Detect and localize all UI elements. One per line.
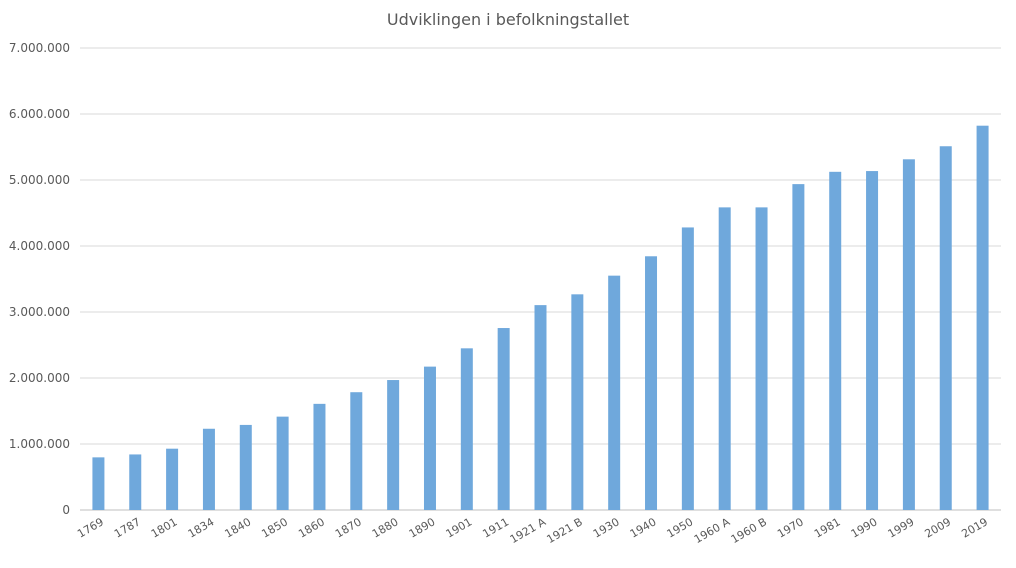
x-tick-label: 1921 A [508, 515, 549, 546]
x-tick-label: 1801 [149, 515, 180, 540]
x-tick-label: 1960 A [692, 515, 733, 546]
bar [681, 227, 694, 510]
bar [792, 184, 805, 510]
x-tick-label: 2009 [922, 515, 953, 540]
chart-title: Udviklingen i befolkningstallet [386, 10, 630, 29]
y-tick-label: 6.000.000 [9, 107, 70, 121]
x-tick-label: 1981 [812, 515, 843, 540]
x-tick-label: 1921 B [545, 515, 585, 546]
x-tick-label: 1950 [665, 515, 696, 540]
bar [276, 416, 289, 510]
bar [755, 207, 768, 510]
bar [423, 366, 436, 510]
x-tick-label: 2019 [959, 515, 990, 540]
bar [129, 454, 142, 510]
x-tick-label: 1870 [333, 515, 364, 540]
bar [534, 305, 547, 510]
y-tick-label: 0 [62, 503, 70, 517]
x-tick-label: 1840 [223, 515, 254, 540]
y-tick-label: 5.000.000 [9, 173, 70, 187]
x-tick-label: 1850 [259, 515, 290, 540]
bar [645, 256, 658, 510]
bar [387, 380, 400, 510]
bar [92, 457, 105, 510]
x-tick-label: 1911 [480, 515, 511, 540]
x-tick-label: 1930 [591, 515, 622, 540]
bar [313, 403, 326, 510]
x-tick-label: 1880 [370, 515, 401, 540]
y-tick-label: 2.000.000 [9, 371, 70, 385]
x-tick-label: 1970 [775, 515, 806, 540]
bar [866, 171, 879, 511]
bar [976, 125, 989, 511]
bar [571, 294, 584, 510]
y-axis-tick-labels: 0 1.000.000 2.000.000 3.000.000 4.000.000 5.0… [9, 41, 70, 517]
x-tick-label: 1901 [444, 515, 475, 540]
bar [829, 171, 842, 511]
bar [460, 348, 473, 510]
y-tick-label: 1.000.000 [9, 437, 70, 451]
bar [166, 448, 179, 510]
x-tick-label: 1834 [186, 515, 217, 540]
y-tick-label: 3.000.000 [9, 305, 70, 319]
x-tick-label: 1940 [628, 515, 659, 540]
x-tick-label: 1960 B [729, 515, 769, 546]
bar [939, 146, 952, 510]
x-tick-label: 1769 [75, 515, 106, 540]
bar [608, 275, 621, 510]
x-tick-label: 1999 [886, 515, 917, 540]
y-tick-label: 4.000.000 [9, 239, 70, 253]
x-tick-label: 1990 [849, 515, 880, 540]
x-tick-label: 1787 [112, 515, 143, 540]
y-tick-label: 7.000.000 [9, 41, 70, 55]
bar [902, 159, 915, 510]
x-axis-tick-labels: 1769 1787 1801 1834 1840 1850 1860 1870 1880 1890… [75, 515, 990, 546]
bar [350, 392, 363, 510]
x-tick-label: 1890 [407, 515, 438, 540]
bar [718, 207, 731, 510]
bar [239, 424, 252, 510]
bar [497, 328, 510, 510]
x-tick-label: 1860 [296, 515, 327, 540]
bars [92, 125, 989, 511]
bar [202, 428, 215, 510]
